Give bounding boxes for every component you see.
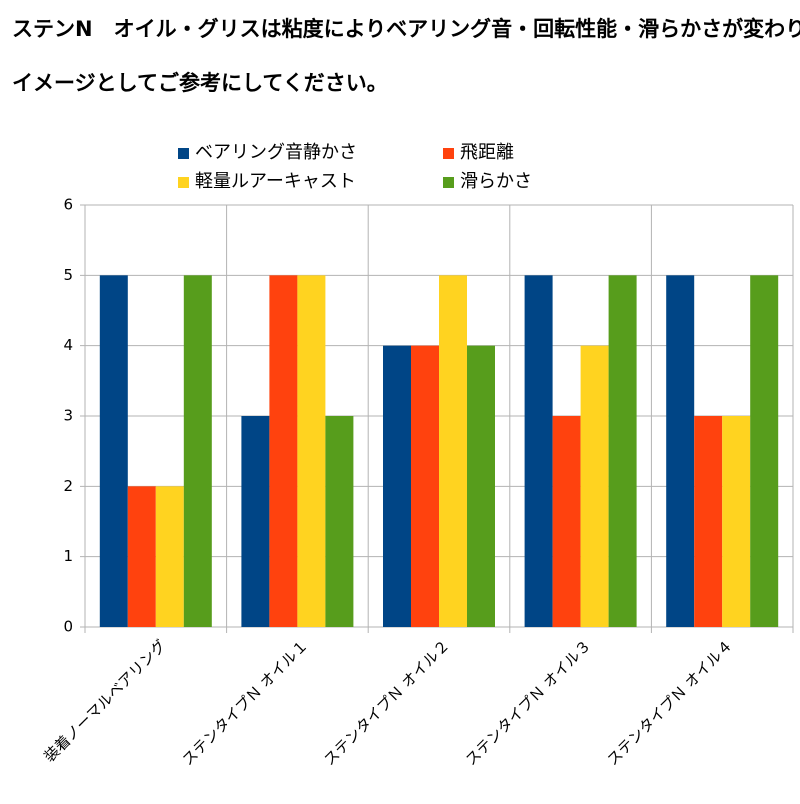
- bar: [580, 345, 609, 627]
- bar: [241, 416, 270, 627]
- x-tick-label: ステンタイプＮ オイル２: [320, 636, 453, 769]
- bar: [467, 345, 495, 627]
- x-tick-label: ステンタイプＮ オイル１: [179, 636, 312, 769]
- bar: [183, 275, 212, 627]
- x-tick-label: ステンタイプＮ オイル３: [462, 636, 595, 769]
- legend-label: 飛距離: [460, 142, 514, 163]
- bar: [383, 345, 411, 627]
- y-tick-label: 1: [63, 547, 73, 565]
- legend-swatch: [178, 177, 189, 188]
- x-tick-label: ステンタイプＮ オイル４: [603, 636, 736, 769]
- bar: [552, 416, 581, 627]
- bar: [411, 345, 439, 627]
- legend-swatch: [178, 148, 189, 159]
- bar: [750, 275, 779, 627]
- y-tick-label: 6: [63, 196, 73, 214]
- y-tick-label: 4: [63, 336, 73, 354]
- bar: [155, 486, 184, 627]
- bar: [297, 275, 326, 627]
- bar: [269, 275, 298, 627]
- chart-subtitle: イメージとしてご参考にしてください。: [12, 71, 388, 95]
- bar: [99, 275, 128, 627]
- legend-label: ベアリング音静かさ: [195, 142, 357, 163]
- legend-swatch: [443, 148, 454, 159]
- bar: [325, 416, 354, 627]
- bar: [439, 275, 467, 627]
- y-tick-label: 5: [63, 266, 73, 284]
- legend-label: 滑らかさ: [460, 171, 532, 192]
- y-tick-label: 2: [63, 477, 73, 495]
- bar: [722, 416, 751, 627]
- bar: [608, 275, 637, 627]
- bar: [694, 416, 723, 627]
- bar: [666, 275, 695, 627]
- bar: [524, 275, 553, 627]
- x-tick-label: 装着ノーマルベアリング: [40, 636, 169, 765]
- legend-label: 軽量ルアーキャスト: [195, 171, 356, 192]
- y-tick-label: 3: [63, 407, 73, 425]
- y-tick-label: 0: [63, 618, 73, 636]
- legend-swatch: [443, 177, 454, 188]
- bar: [127, 486, 156, 627]
- chart-title: ステンN オイル・グリスは粘度によりベアリング音・回転性能・滑らかさが変わります: [12, 17, 800, 41]
